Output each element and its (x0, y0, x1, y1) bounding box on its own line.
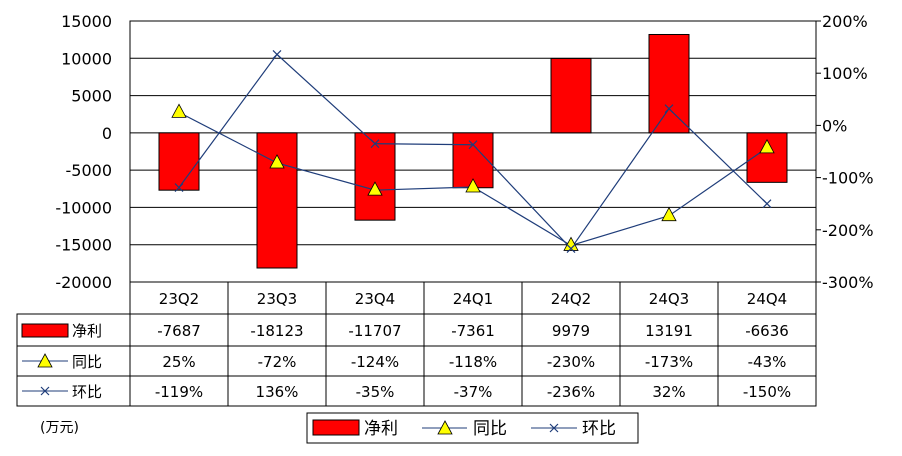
legend-label: 环比 (582, 419, 616, 439)
unit-label: (万元) (40, 420, 79, 436)
qoq-point-23Q3 (272, 49, 282, 59)
table-cell: -230% (547, 353, 595, 371)
table-cell: -150% (743, 383, 791, 401)
yoy-point-23Q3 (269, 154, 285, 169)
row-key-qoq-marker (40, 386, 50, 396)
axes: 15000 10000 5000 0 -5000 -10000 -15000 -20000 20… (55, 12, 873, 292)
table-cell: -6636 (745, 322, 789, 340)
bar-24Q3 (648, 33, 690, 134)
table-cell: 25% (162, 353, 195, 371)
yoy-point-24Q1 (465, 178, 481, 193)
legend-box (306, 412, 639, 444)
category-label: 24Q2 (551, 290, 591, 308)
y-right-tick-label: 0% (822, 116, 847, 135)
yoy-point-24Q4 (759, 139, 775, 154)
qoq-point-24Q4 (762, 199, 772, 209)
y-left-tick-label: 5000 (71, 87, 112, 106)
table-cell: 9979 (552, 322, 590, 340)
table-cell: -119% (155, 383, 203, 401)
bar-23Q2 (158, 132, 200, 191)
qoq-point-24Q1 (468, 140, 478, 150)
category-label: 24Q1 (453, 290, 493, 308)
legend-key-yoy-marker (437, 420, 453, 435)
table-cell: -37% (454, 383, 493, 401)
yoy-point-23Q2 (171, 103, 187, 118)
y-left-tick-label: -15000 (55, 236, 112, 255)
legend-label: 净利 (364, 419, 398, 439)
row-key-profit (21, 323, 69, 338)
y-left-tick-label: 15000 (61, 12, 112, 31)
row-label: 同比 (72, 353, 102, 371)
table-cell: -18123 (250, 322, 303, 340)
qoq-point-23Q2 (174, 183, 184, 192)
table-cell: 13191 (645, 322, 693, 340)
category-label: 23Q2 (159, 290, 199, 308)
yoy-point-23Q4 (367, 181, 383, 196)
table-border (16, 313, 817, 407)
qoq-point-23Q4 (370, 139, 380, 149)
yoy-point-24Q3 (661, 206, 677, 222)
y-right-tick-label: 100% (822, 64, 868, 83)
y-left-tick-label: 10000 (61, 49, 112, 68)
y-right-tick-label: -200% (822, 221, 874, 240)
bar-24Q2 (550, 57, 592, 134)
table-cell: -173% (645, 353, 693, 371)
lines (171, 49, 775, 254)
y-right-tick-label: 200% (822, 12, 868, 31)
row-key-yoy-marker (37, 353, 53, 368)
qoq-point-24Q3 (664, 104, 674, 114)
y-right-tick-label: -100% (822, 169, 874, 188)
category-label: 23Q4 (355, 290, 395, 308)
table-cell: -43% (748, 353, 787, 371)
table-cell: 136% (256, 383, 299, 401)
legend: 净利 同比 环比 (306, 412, 639, 444)
table-cell: -236% (547, 383, 595, 401)
table-cell: -11707 (348, 322, 401, 340)
y-left-tick-label: 0 (102, 124, 112, 143)
table-cell: 32% (652, 383, 685, 401)
table-cell: -35% (356, 383, 395, 401)
bar-23Q4 (354, 132, 396, 221)
category-label: 23Q3 (257, 290, 297, 308)
legend-key-profit (312, 419, 360, 436)
category-label: 24Q3 (649, 290, 689, 308)
table-cell: -7687 (157, 322, 201, 340)
row-label: 环比 (72, 383, 102, 401)
qoq-point-24Q2 (566, 244, 576, 254)
table-cell: -72% (258, 353, 297, 371)
table-cell: -118% (449, 353, 497, 371)
y-left-tick-label: -20000 (55, 273, 112, 292)
category-label: 24Q4 (747, 290, 787, 308)
y-left-tick-label: -10000 (55, 198, 112, 217)
y-left-tick-label: -5000 (66, 161, 113, 180)
legend-key-qoq-marker (549, 423, 559, 433)
table-cell: -124% (351, 353, 399, 371)
row-label: 净利 (72, 322, 102, 340)
yoy-point-24Q2 (563, 236, 579, 251)
table-cell: -7361 (451, 322, 495, 340)
y-right-tick-label: -300% (822, 273, 874, 292)
bar-23Q3 (256, 132, 298, 269)
legend-label: 同比 (473, 419, 507, 439)
